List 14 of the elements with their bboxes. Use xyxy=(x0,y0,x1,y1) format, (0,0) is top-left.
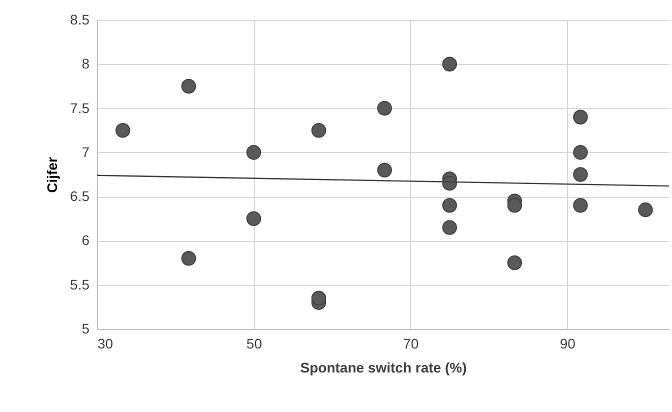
y-tick-label: 5.5 xyxy=(70,276,90,292)
y-tick-label: 8.5 xyxy=(70,12,90,28)
x-tick-label: 70 xyxy=(403,336,419,352)
x-tick-label: 30 xyxy=(98,336,114,352)
y-tick-label: 8 xyxy=(82,56,90,72)
y-tick-label: 7.5 xyxy=(70,100,90,116)
y-tick-label: 6.5 xyxy=(70,188,90,204)
y-tick-label: 5 xyxy=(82,320,90,336)
x-tick-label: 50 xyxy=(246,336,262,352)
y-tick-label: 6 xyxy=(82,232,90,248)
y-tick-label: 7 xyxy=(82,144,90,160)
y-axis-title: Cijfer xyxy=(44,156,60,193)
x-tick-label: 90 xyxy=(560,336,576,352)
x-axis-title: Spontane switch rate (%) xyxy=(300,360,467,376)
